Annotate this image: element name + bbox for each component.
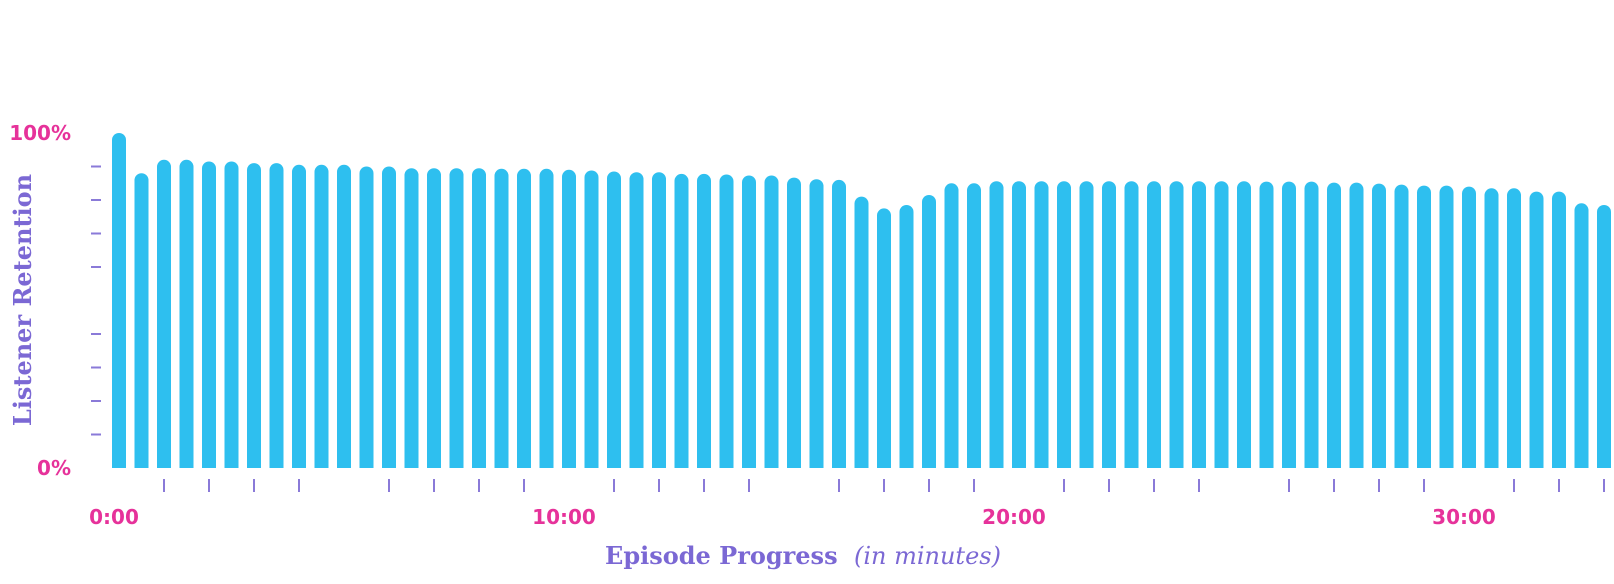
x-axis-title-suffix: (in minutes) bbox=[854, 542, 1001, 570]
bar bbox=[112, 133, 126, 475]
y-ticks-layer bbox=[91, 165, 101, 436]
bar bbox=[157, 159, 171, 476]
y-axis-title: Listener Retention bbox=[8, 174, 37, 426]
bar bbox=[1439, 185, 1454, 475]
bar bbox=[1484, 188, 1499, 476]
x-tick-label: 20:00 bbox=[982, 505, 1046, 529]
bar bbox=[584, 170, 599, 475]
bar bbox=[809, 179, 824, 475]
bar bbox=[652, 172, 666, 475]
bar bbox=[292, 164, 306, 476]
bar bbox=[517, 168, 531, 476]
bar bbox=[719, 174, 734, 475]
bar bbox=[359, 166, 374, 475]
bar bbox=[449, 168, 464, 475]
bar bbox=[1597, 205, 1611, 475]
bar bbox=[1034, 181, 1049, 475]
bar bbox=[247, 163, 261, 475]
bar bbox=[1012, 181, 1026, 475]
bar bbox=[494, 168, 509, 476]
bar bbox=[674, 173, 689, 475]
bar bbox=[1147, 181, 1161, 475]
bar bbox=[1124, 181, 1139, 475]
bar bbox=[562, 169, 576, 476]
bar bbox=[967, 183, 981, 476]
bar bbox=[854, 196, 869, 475]
x-ticks-layer bbox=[163, 479, 1605, 492]
bar bbox=[989, 181, 1004, 475]
bar bbox=[832, 179, 846, 475]
bar bbox=[1529, 191, 1544, 475]
bar bbox=[404, 168, 419, 475]
bar bbox=[1259, 181, 1274, 475]
baseline-mask bbox=[0, 468, 1614, 480]
bar bbox=[1169, 181, 1184, 475]
bar bbox=[337, 164, 351, 476]
bars-layer bbox=[0, 133, 1614, 480]
bar bbox=[314, 164, 329, 476]
bar bbox=[922, 195, 936, 475]
bar bbox=[179, 159, 194, 476]
bar bbox=[877, 208, 891, 475]
x-tick-label: 30:00 bbox=[1432, 505, 1496, 529]
x-tick-label: 10:00 bbox=[532, 505, 596, 529]
y-tick-label: 100% bbox=[9, 121, 71, 145]
bar bbox=[1417, 185, 1431, 475]
bar bbox=[1079, 181, 1094, 475]
y-tick-label: 0% bbox=[37, 456, 71, 480]
x-tick-label: 0:00 bbox=[89, 505, 139, 529]
x-axis-title: Episode Progress (in minutes) bbox=[605, 541, 1001, 570]
x-axis-title-main: Episode Progress bbox=[605, 541, 838, 570]
bar bbox=[269, 163, 284, 475]
bar bbox=[1507, 188, 1521, 476]
bar bbox=[787, 177, 801, 475]
bar bbox=[1462, 186, 1476, 475]
bar bbox=[742, 175, 756, 475]
bar bbox=[1394, 184, 1409, 475]
bar bbox=[1282, 181, 1296, 475]
bar bbox=[1237, 181, 1251, 475]
bar bbox=[1349, 182, 1364, 475]
bar bbox=[224, 161, 239, 475]
bar bbox=[764, 175, 779, 475]
bar bbox=[697, 173, 711, 475]
bar bbox=[472, 168, 486, 475]
bar bbox=[1552, 191, 1566, 475]
bar bbox=[944, 183, 959, 476]
bar bbox=[427, 168, 441, 475]
bar bbox=[899, 205, 914, 475]
bar bbox=[1057, 181, 1071, 475]
tick-labels-layer: 100% 0% 0:00 10:00 20:00 30:00 bbox=[9, 121, 1496, 529]
bar bbox=[202, 161, 216, 475]
bar bbox=[1214, 181, 1229, 475]
bar bbox=[1327, 182, 1341, 475]
bar bbox=[607, 171, 621, 475]
bar bbox=[1192, 181, 1206, 475]
bar bbox=[1574, 203, 1589, 476]
bar bbox=[1304, 181, 1319, 475]
bar bbox=[1372, 183, 1386, 475]
bar bbox=[629, 172, 644, 475]
bar bbox=[539, 168, 554, 476]
bar bbox=[382, 166, 396, 475]
bar bbox=[1102, 181, 1116, 475]
bar bbox=[134, 173, 149, 475]
